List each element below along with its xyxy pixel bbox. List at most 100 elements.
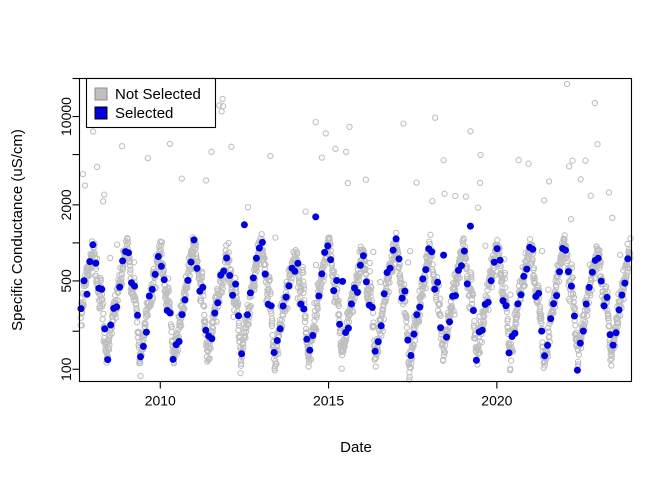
data-point-not-selected [462, 193, 470, 200]
data-point-selected [160, 276, 168, 284]
data-point-selected [368, 303, 376, 311]
data-point-selected [134, 311, 141, 319]
y-axis-ticks [72, 77, 80, 370]
data-point-not-selected [168, 323, 175, 330]
data-point-not-selected [471, 317, 478, 325]
data-point-selected [565, 268, 572, 276]
data-point-not-selected [504, 315, 512, 323]
data-point-not-selected [624, 240, 631, 248]
data-point-not-selected [137, 359, 144, 367]
data-point-selected [273, 337, 281, 344]
data-point-selected [220, 267, 228, 275]
data-point-not-selected [202, 318, 209, 326]
data-point-not-selected [219, 95, 226, 103]
data-point-not-selected [228, 143, 235, 150]
data-point-not-selected [419, 292, 427, 299]
data-point-not-selected [568, 261, 575, 268]
data-point-selected [125, 249, 132, 257]
data-point-not-selected [108, 330, 116, 337]
data-point-selected [597, 277, 605, 285]
data-point-not-selected [564, 257, 571, 265]
data-point-not-selected [440, 157, 447, 164]
data-point-not-selected [569, 274, 576, 281]
data-point-not-selected [225, 249, 232, 256]
data-point-selected [541, 352, 549, 360]
data-point-not-selected [450, 307, 457, 315]
data-point-selected [104, 356, 112, 364]
data-point-not-selected [267, 152, 274, 160]
x-tick-label: 2010 [145, 393, 176, 409]
data-point-selected [452, 292, 459, 300]
data-point-not-selected [545, 286, 552, 293]
data-point-not-selected [508, 344, 515, 351]
data-point-not-selected [312, 261, 320, 269]
data-point-not-selected [200, 303, 208, 310]
data-point-not-selected [503, 308, 511, 316]
x-axis-title: Date [340, 439, 372, 456]
data-point-selected [463, 280, 471, 288]
data-point-not-selected [338, 351, 346, 359]
data-point-not-selected [342, 336, 350, 344]
data-point-not-selected [216, 102, 223, 109]
data-point-selected [226, 272, 234, 279]
data-point-not-selected [463, 266, 470, 273]
data-point-not-selected [262, 261, 269, 268]
data-point-not-selected [422, 284, 429, 292]
data-point-not-selected [513, 320, 520, 328]
data-point-not-selected [131, 293, 139, 300]
data-point-not-selected [130, 290, 137, 297]
data-point-not-selected [322, 130, 329, 137]
data-point-selected [190, 236, 198, 244]
data-point-not-selected [144, 312, 151, 319]
data-point-not-selected [200, 292, 207, 300]
data-point-selected [131, 282, 138, 290]
data-point-not-selected [177, 319, 184, 326]
data-point-not-selected [156, 245, 163, 252]
data-point-not-selected [166, 140, 174, 147]
data-point-selected [579, 327, 587, 335]
data-point-not-selected [591, 99, 598, 107]
data-point-selected [267, 302, 275, 310]
data-point-selected [562, 246, 569, 254]
data-point-selected [101, 325, 109, 333]
data-point-not-selected [572, 322, 579, 329]
data-point-not-selected [345, 318, 353, 325]
data-point-selected [208, 335, 216, 343]
data-point-not-selected [91, 249, 98, 257]
data-point-selected [621, 279, 629, 287]
data-point-not-selected [474, 204, 482, 211]
data-point-selected [148, 285, 156, 293]
data-point-not-selected [219, 103, 227, 110]
data-point-not-selected [130, 259, 138, 266]
data-point-not-selected [400, 120, 407, 127]
data-point-not-selected [608, 355, 615, 362]
data-point-not-selected [499, 285, 506, 292]
data-point-not-selected [575, 351, 583, 358]
data-point-selected [303, 335, 311, 343]
data-point-not-selected [210, 319, 217, 326]
data-point-not-selected [462, 255, 470, 262]
data-point-selected [119, 257, 127, 265]
data-point-not-selected [469, 291, 477, 299]
data-point-not-selected [430, 268, 437, 275]
data-point-not-selected [404, 259, 412, 266]
data-point-selected [249, 274, 257, 282]
data-point-selected [594, 254, 602, 262]
data-point-not-selected [609, 214, 616, 222]
data-point-selected [154, 253, 162, 260]
data-point-selected [139, 342, 147, 350]
data-point-not-selected [591, 275, 598, 282]
data-point-not-selected [198, 274, 206, 281]
data-point-selected [282, 293, 290, 301]
y-tick-label: 10000 [58, 97, 74, 136]
data-point-not-selected [193, 254, 200, 261]
data-point-not-selected [604, 307, 611, 314]
data-point-not-selected [268, 315, 276, 322]
data-point-selected [344, 324, 352, 332]
data-point-selected [606, 331, 614, 339]
data-point-not-selected [370, 322, 377, 330]
data-point-selected [511, 329, 519, 337]
data-point-not-selected [372, 363, 379, 370]
data-point-not-selected [451, 311, 458, 318]
data-point-selected [374, 338, 382, 346]
